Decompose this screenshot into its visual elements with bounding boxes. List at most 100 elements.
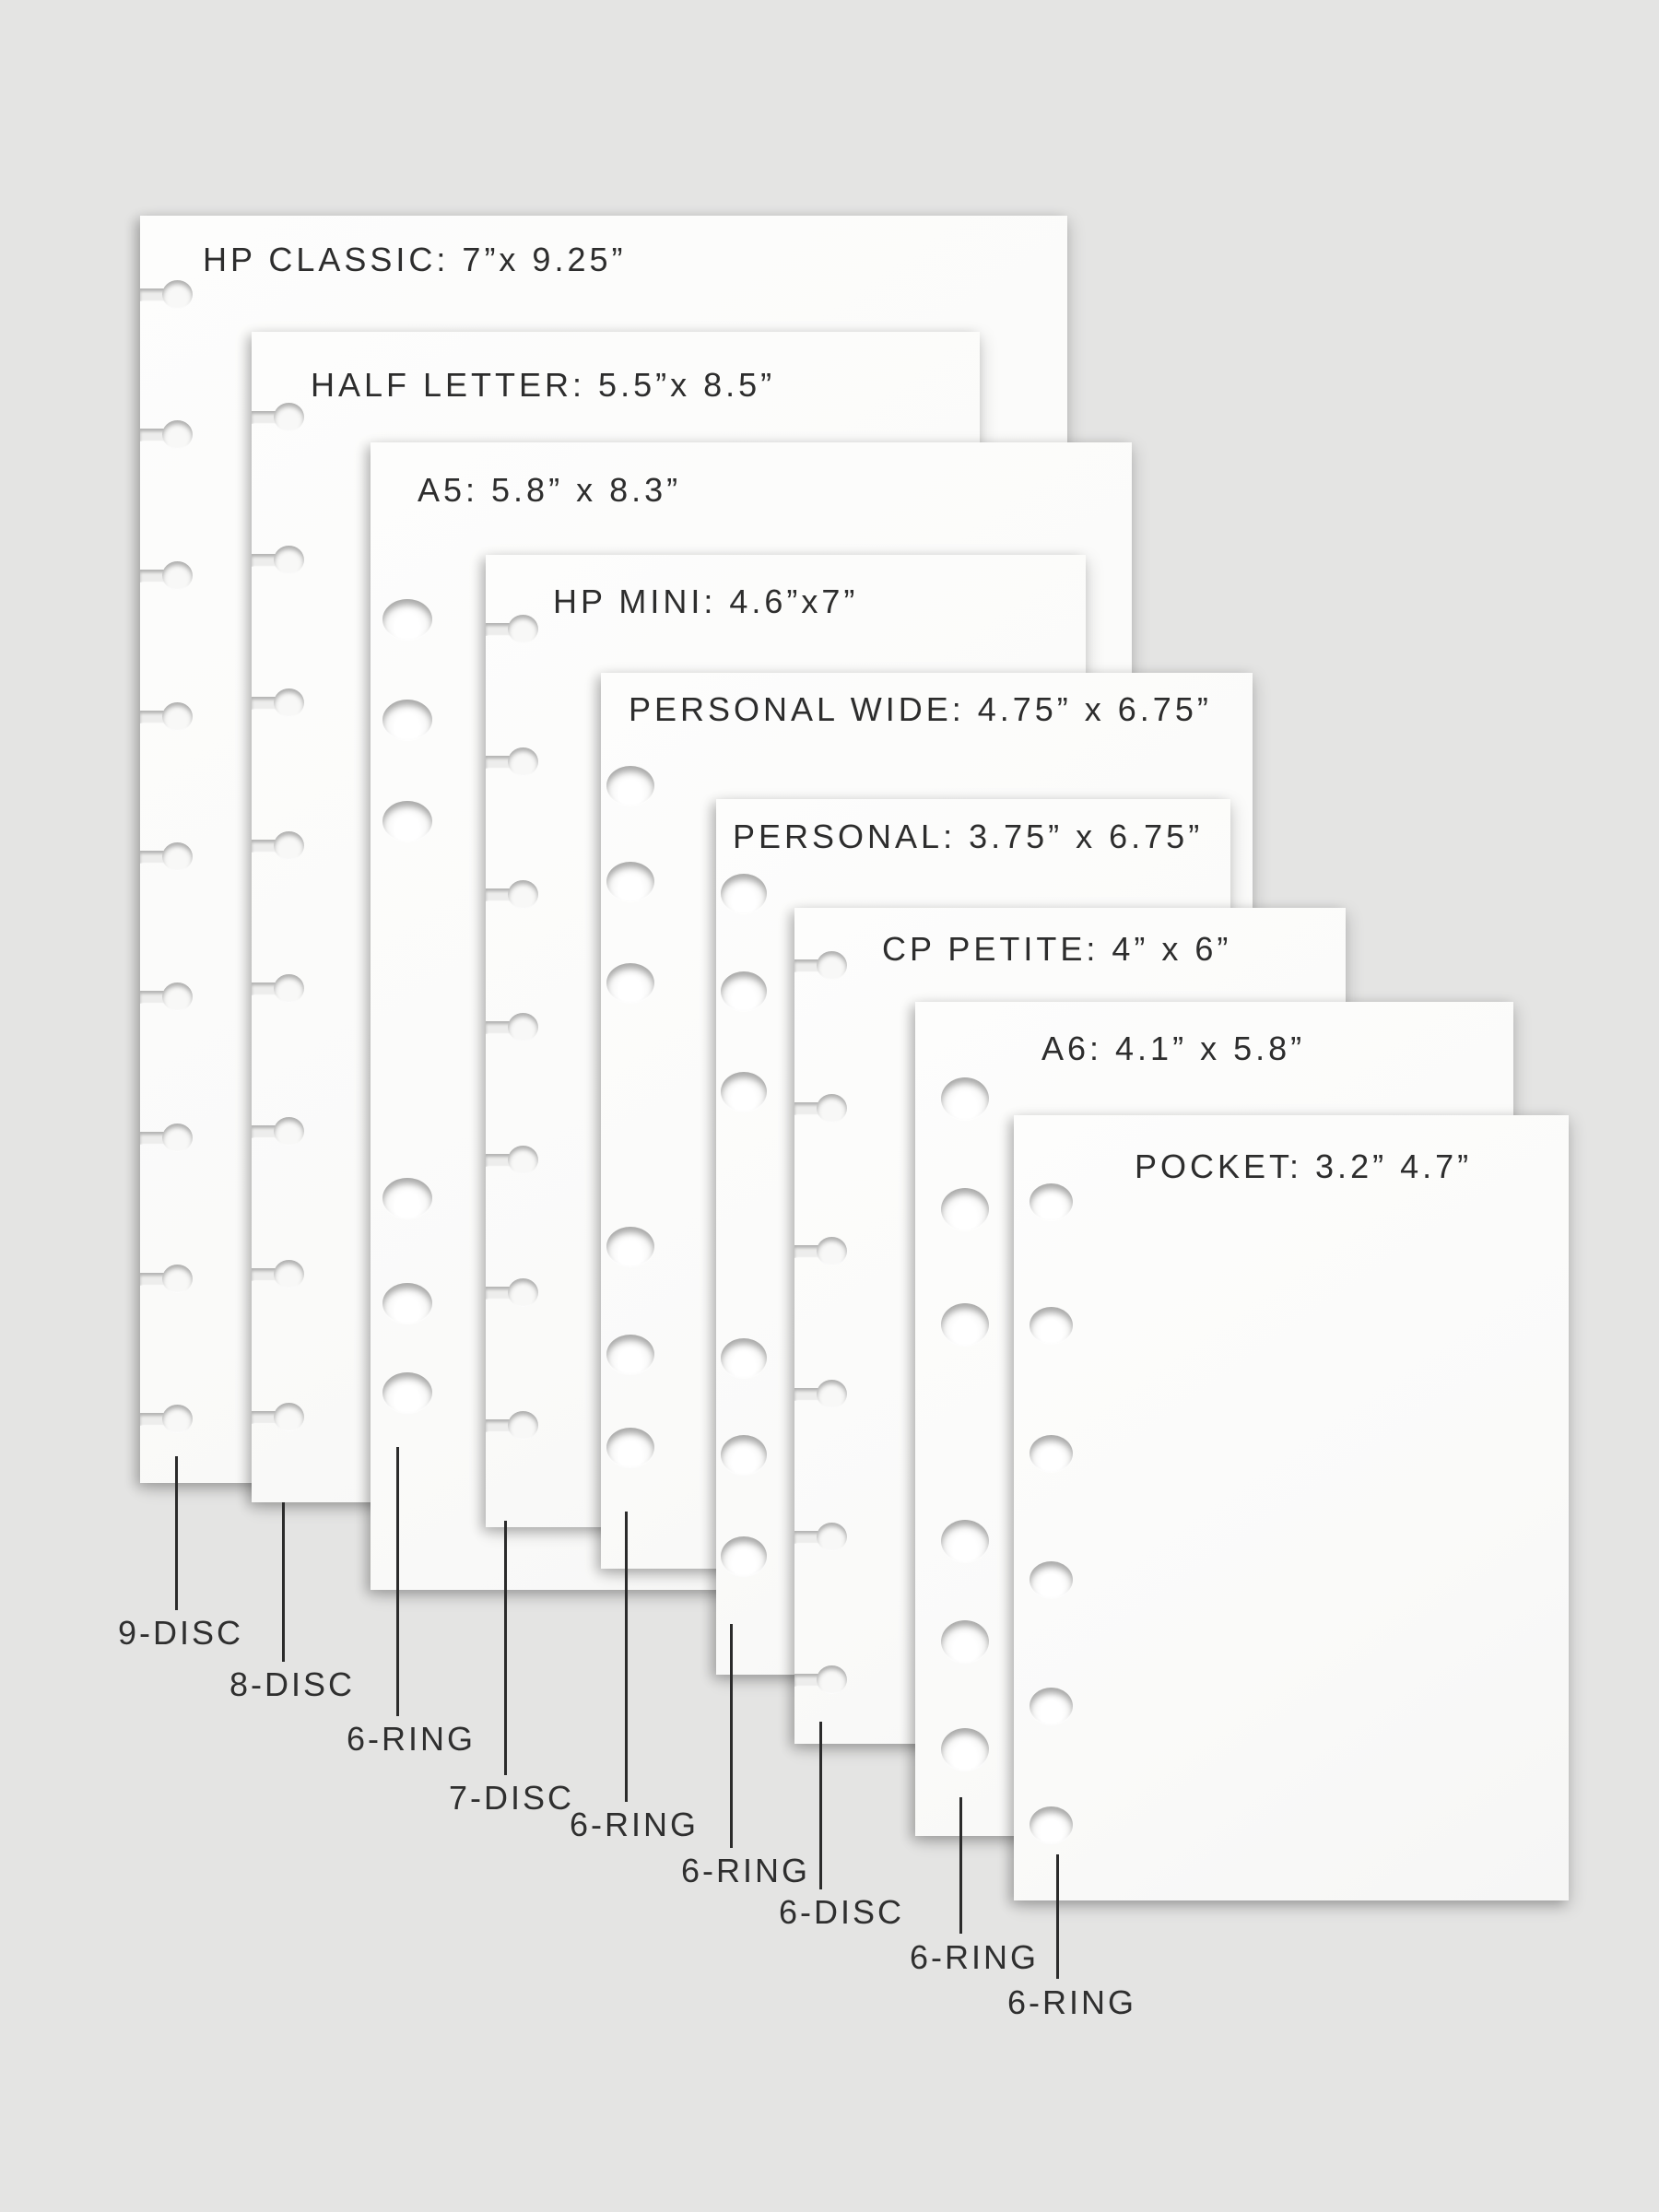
disc-punch-slit-icon (252, 982, 277, 995)
disc-punch-bulb-icon (274, 403, 304, 431)
disc-punch-half-letter-7 (252, 1260, 305, 1289)
disc-punch-slit-icon (252, 411, 277, 424)
disc-punch-bulb-icon (274, 546, 304, 574)
leader-line-hp-mini (504, 1521, 507, 1775)
binding-label-a5: 6-RING (347, 1720, 477, 1758)
sheet-label-a5: A5: 5.8” x 8.3” (418, 471, 682, 509)
ring-hole-a6-2 (941, 1188, 989, 1230)
disc-punch-bulb-icon (162, 1265, 193, 1293)
leader-line-hp-classic (175, 1456, 178, 1610)
ring-hole-a5-5 (382, 1283, 432, 1324)
disc-punch-hp-classic-6 (140, 982, 194, 1012)
disc-punch-half-letter-6 (252, 1117, 305, 1147)
disc-punch-bulb-icon (817, 951, 847, 980)
leader-line-personal-wide (625, 1512, 628, 1802)
ring-hole-personal-5 (721, 1434, 767, 1475)
sheet-label-pocket: POCKET: 3.2” 4.7” (1135, 1147, 1473, 1185)
disc-punch-bulb-icon (274, 974, 304, 1003)
ring-hole-personal-3 (721, 1071, 767, 1112)
disc-punch-bulb-icon (162, 702, 193, 731)
disc-punch-slit-icon (486, 623, 512, 636)
disc-punch-bulb-icon (162, 1124, 193, 1152)
disc-punch-slit-icon (140, 429, 166, 441)
disc-punch-slit-icon (794, 1674, 820, 1687)
disc-punch-hp-classic-7 (140, 1124, 194, 1153)
ring-hole-pocket-5 (1029, 1688, 1073, 1724)
ring-hole-personal-wide-1 (606, 765, 654, 806)
ring-hole-personal-1 (721, 873, 767, 913)
leader-line-personal (730, 1624, 733, 1848)
disc-punch-bulb-icon (508, 747, 538, 776)
ring-hole-a6-1 (941, 1077, 989, 1120)
binding-label-pocket: 6-RING (1007, 1983, 1137, 2021)
disc-punch-bulb-icon (817, 1380, 847, 1408)
disc-punch-bulb-icon (817, 1665, 847, 1694)
disc-punch-slit-icon (140, 1132, 166, 1145)
disc-punch-cp-petite-6 (794, 1665, 848, 1695)
disc-punch-slit-icon (486, 1419, 512, 1432)
disc-punch-slit-icon (794, 1388, 820, 1401)
disc-punch-slit-icon (794, 1102, 820, 1115)
binding-label-personal-wide: 6-RING (570, 1806, 700, 1843)
disc-punch-bulb-icon (162, 280, 193, 309)
sheet-label-half-letter: HALF LETTER: 5.5”x 8.5” (311, 366, 776, 404)
sheet-label-cp-petite: CP PETITE: 4” x 6” (882, 930, 1232, 968)
binding-label-personal: 6-RING (681, 1852, 811, 1889)
disc-punch-cp-petite-5 (794, 1523, 848, 1552)
disc-punch-hp-mini-5 (486, 1146, 539, 1175)
disc-punch-half-letter-1 (252, 403, 305, 432)
binding-label-hp-mini: 7-DISC (449, 1779, 575, 1817)
disc-punch-slit-icon (486, 1021, 512, 1034)
ring-hole-pocket-4 (1029, 1561, 1073, 1598)
ring-hole-personal-6 (721, 1535, 767, 1576)
ring-hole-a5-2 (382, 700, 432, 740)
disc-punch-hp-mini-1 (486, 615, 539, 644)
ring-hole-personal-wide-3 (606, 962, 654, 1003)
disc-punch-bulb-icon (162, 420, 193, 449)
disc-punch-bulb-icon (274, 688, 304, 717)
disc-punch-slit-icon (794, 959, 820, 972)
disc-punch-slit-icon (140, 570, 166, 582)
disc-punch-slit-icon (140, 991, 166, 1004)
binding-label-cp-petite: 6-DISC (779, 1893, 905, 1931)
disc-punch-slit-icon (486, 1287, 512, 1300)
sheet-label-hp-classic: HP CLASSIC: 7”x 9.25” (203, 241, 627, 278)
sheet-pocket: POCKET: 3.2” 4.7” (1014, 1115, 1569, 1900)
sheet-label-personal-wide: PERSONAL WIDE: 4.75” x 6.75” (629, 690, 1212, 728)
binding-label-half-letter: 8-DISC (229, 1665, 356, 1703)
ring-hole-pocket-3 (1029, 1435, 1073, 1472)
ring-hole-a5-4 (382, 1178, 432, 1218)
disc-punch-cp-petite-4 (794, 1380, 848, 1409)
disc-punch-bulb-icon (162, 982, 193, 1011)
ring-hole-personal-4 (721, 1337, 767, 1378)
disc-punch-hp-mini-4 (486, 1013, 539, 1042)
disc-punch-slit-icon (486, 756, 512, 769)
disc-punch-slit-icon (252, 1411, 277, 1424)
disc-punch-hp-classic-9 (140, 1405, 194, 1434)
disc-punch-hp-classic-8 (140, 1265, 194, 1294)
ring-hole-personal-wide-6 (606, 1427, 654, 1467)
disc-punch-bulb-icon (162, 842, 193, 871)
ring-hole-personal-wide-5 (606, 1334, 654, 1374)
ring-hole-a6-5 (941, 1620, 989, 1663)
disc-punch-bulb-icon (274, 1260, 304, 1288)
ring-hole-a6-4 (941, 1520, 989, 1562)
disc-punch-bulb-icon (162, 1405, 193, 1433)
disc-punch-hp-classic-2 (140, 420, 194, 450)
leader-line-pocket (1056, 1854, 1059, 1979)
disc-punch-slit-icon (486, 1154, 512, 1167)
disc-punch-bulb-icon (508, 1278, 538, 1307)
ring-hole-a6-3 (941, 1303, 989, 1346)
ring-hole-personal-wide-4 (606, 1226, 654, 1266)
disc-punch-bulb-icon (508, 1146, 538, 1174)
disc-punch-half-letter-2 (252, 546, 305, 575)
disc-punch-slit-icon (140, 711, 166, 724)
disc-punch-slit-icon (794, 1531, 820, 1544)
disc-punch-hp-mini-6 (486, 1278, 539, 1308)
disc-punch-hp-classic-5 (140, 842, 194, 872)
disc-punch-slit-icon (140, 288, 166, 301)
disc-punch-bulb-icon (274, 831, 304, 860)
disc-punch-hp-mini-2 (486, 747, 539, 777)
disc-punch-hp-classic-1 (140, 280, 194, 310)
